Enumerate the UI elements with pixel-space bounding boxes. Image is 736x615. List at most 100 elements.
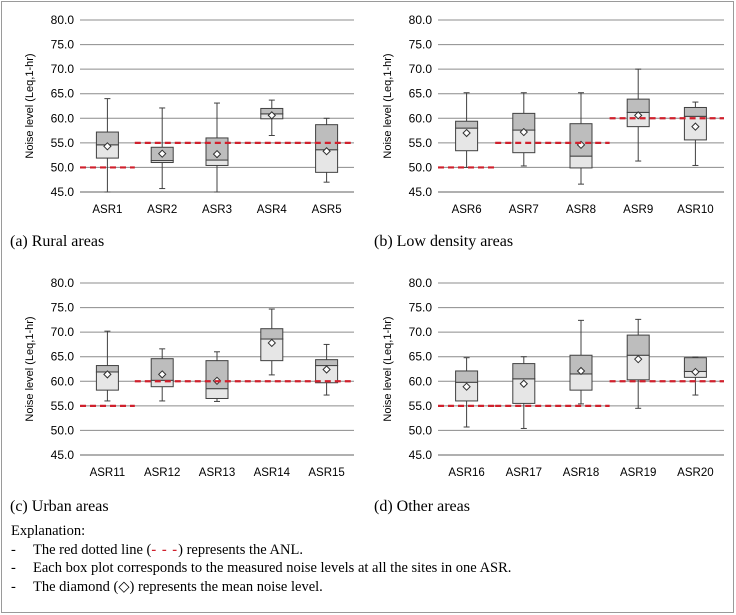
box-upper-half [260, 328, 284, 340]
y-tick-label: 75.0 [409, 301, 433, 315]
x-tick-label: ASR6 [452, 204, 482, 216]
x-tick-label: ASR12 [144, 467, 180, 479]
mean-diamond [322, 365, 331, 374]
x-tick-label: ASR20 [677, 467, 713, 479]
mean-diamond [519, 379, 529, 388]
y-tick-label: 45.0 [409, 185, 433, 199]
explanation-boxplot-line: - Each box plot corresponds to the measur… [11, 559, 511, 578]
mean-diamond [691, 367, 700, 377]
explanation-mean-text-pre: The diamond ( [33, 578, 119, 595]
y-tick-label: 70.0 [51, 325, 75, 339]
y-tick-label: 75.0 [51, 38, 75, 52]
mean-diamond [633, 111, 643, 120]
caption-low-density-areas: (b) Low density areas [374, 233, 514, 250]
y-tick-label: 65.0 [51, 350, 75, 364]
y-tick-label: 65.0 [409, 87, 433, 101]
y-tick-label: 60.0 [409, 374, 433, 388]
mean-diamond [157, 370, 167, 379]
mean-diamond [103, 142, 112, 151]
x-tick-label: ASR1 [92, 204, 122, 216]
y-axis-label: Noise level (Leq,1-hr) [24, 316, 36, 421]
box-upper-half [205, 360, 229, 390]
x-tick-label: ASR11 [90, 467, 126, 479]
explanation-boxplot-text: Each box plot corresponds to the measure… [33, 560, 512, 576]
explanation-anl-text-post: ) represents the ANL. [178, 541, 303, 558]
y-tick-label: 65.0 [409, 350, 433, 364]
box-upper-half [626, 334, 650, 356]
diamond-symbol: ◇ [118, 578, 130, 595]
y-tick-label: 60.0 [51, 111, 75, 125]
y-tick-label: 55.0 [409, 136, 433, 150]
box-upper-half [455, 120, 479, 129]
mean-diamond [576, 366, 586, 376]
x-tick-label: ASR19 [620, 467, 656, 479]
y-tick-label: 55.0 [51, 399, 75, 413]
explanation-mean-line: - The diamond (◇) represents the mean noi… [11, 578, 511, 597]
x-tick-label: ASR7 [509, 204, 539, 216]
y-tick-label: 80.0 [409, 276, 433, 290]
y-tick-label: 75.0 [409, 38, 433, 52]
mean-diamond [267, 338, 277, 348]
mean-diamond [519, 127, 529, 137]
y-tick-label: 80.0 [409, 13, 433, 27]
y-tick-label: 65.0 [51, 87, 75, 101]
caption-rural-areas: (a) Rural areas [10, 233, 105, 250]
x-tick-label: ASR10 [677, 204, 713, 216]
box-lower-half [569, 373, 593, 391]
y-tick-label: 75.0 [51, 301, 75, 315]
explanation-heading: Explanation: [11, 523, 86, 539]
mean-diamond [267, 111, 277, 120]
explanation-mean-text-post: ) represents the mean noise level. [129, 578, 323, 595]
y-tick-label: 80.0 [51, 276, 75, 290]
box-upper-half [512, 112, 536, 131]
mean-diamond [633, 354, 643, 364]
box-upper-half [315, 359, 339, 367]
box-upper-half [512, 363, 536, 380]
y-tick-label: 50.0 [51, 160, 75, 174]
x-tick-label: ASR5 [312, 204, 342, 216]
y-tick-label: 70.0 [409, 62, 433, 76]
explanation: Explanation: - The red dotted line (- - -… [11, 522, 511, 596]
mean-diamond [157, 149, 167, 158]
mean-diamond [212, 149, 222, 159]
x-tick-label: ASR3 [202, 204, 232, 216]
box-upper-half [315, 124, 339, 151]
x-tick-label: ASR8 [566, 204, 596, 216]
x-tick-label: ASR17 [506, 467, 542, 479]
chart-other-areas: 45.0 50.0 55.0 60.0 65.0 70.0 75.0 80.0 Noise le… [382, 276, 724, 479]
x-tick-label: ASR16 [448, 467, 484, 479]
x-tick-label: ASR18 [563, 467, 599, 479]
mean-diamond [322, 147, 331, 156]
x-tick-label: ASR2 [147, 204, 177, 216]
y-tick-label: 55.0 [409, 399, 433, 413]
bullet: - [11, 541, 16, 558]
explanation-anl-text-pre: The red dotted line ( [33, 541, 152, 558]
box-upper-half [150, 358, 174, 381]
box-lower-half [569, 155, 593, 169]
x-tick-label: ASR15 [308, 467, 344, 479]
box-upper-half [455, 370, 479, 383]
bullet: - [11, 578, 16, 595]
y-tick-label: 50.0 [409, 160, 433, 174]
y-axis-label: Noise level (Leq,1-hr) [382, 53, 394, 158]
chart-rural-areas: 45.0 50.0 55.0 60.0 65.0 70.0 75.0 80.0 Noise le… [24, 13, 354, 216]
mean-diamond [103, 370, 112, 379]
mean-diamond [462, 128, 471, 138]
mean-diamond [462, 382, 471, 391]
box-lower-half [205, 388, 229, 399]
y-tick-label: 45.0 [51, 448, 75, 462]
bullet: - [11, 560, 16, 576]
y-tick-label: 45.0 [409, 448, 433, 462]
box-upper-half [683, 106, 707, 117]
caption-other-areas: (d) Other areas [374, 498, 470, 515]
y-tick-label: 70.0 [409, 325, 433, 339]
x-tick-label: ASR4 [257, 204, 288, 216]
chart-low-density-areas: 45.0 50.0 55.0 60.0 65.0 70.0 75.0 80.0 Noise le… [382, 13, 724, 216]
box-lower-half [205, 159, 229, 166]
y-tick-label: 55.0 [51, 136, 75, 150]
y-tick-label: 70.0 [51, 62, 75, 76]
caption-urban-areas: (c) Urban areas [10, 498, 109, 515]
y-axis-label: Noise level (Leq,1-hr) [382, 316, 394, 421]
box-upper-half [569, 123, 593, 157]
